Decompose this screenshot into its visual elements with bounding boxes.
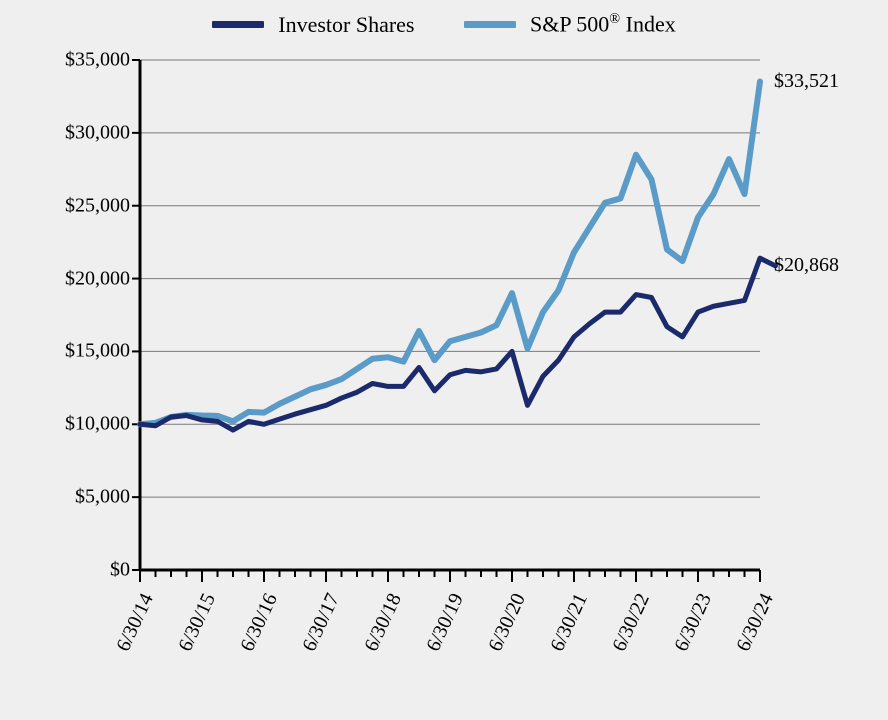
- growth-chart: Investor Shares S&P 500® Index $0 $5,000 $…: [0, 0, 888, 720]
- legend-label-investor: Investor Shares: [278, 12, 414, 38]
- legend-item-investor: Investor Shares: [212, 12, 414, 38]
- series-end-label: $33,521: [774, 70, 839, 93]
- y-tick-label: $15,000: [40, 340, 130, 363]
- legend-label-sp500: S&P 500® Index: [530, 11, 676, 37]
- y-tick-label: $35,000: [40, 49, 130, 72]
- y-tick-label: $10,000: [40, 413, 130, 436]
- y-tick-label: $20,000: [40, 267, 130, 290]
- series-end-label: $20,868: [774, 254, 839, 277]
- y-tick-label: $0: [40, 559, 130, 582]
- y-tick-label: $25,000: [40, 194, 130, 217]
- legend-swatch-sp500: [464, 21, 516, 28]
- legend-item-sp500: S&P 500® Index: [464, 11, 676, 37]
- legend-swatch-investor: [212, 21, 264, 28]
- legend: Investor Shares S&P 500® Index: [0, 8, 888, 38]
- y-tick-label: $30,000: [40, 121, 130, 144]
- y-tick-label: $5,000: [40, 486, 130, 509]
